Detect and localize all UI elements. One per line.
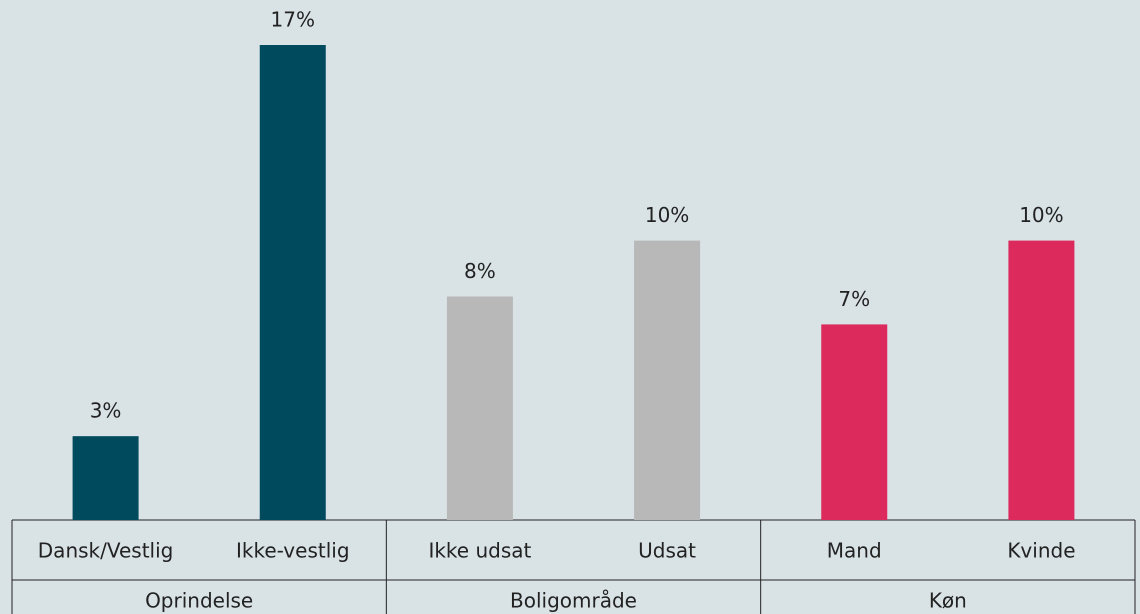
value-label: 17% xyxy=(271,8,315,32)
x-tick-label: Dansk/Vestlig xyxy=(38,539,174,563)
bar xyxy=(259,45,326,520)
bar xyxy=(821,324,888,520)
x-tick-label: Udsat xyxy=(638,539,696,563)
value-label: 10% xyxy=(1019,203,1063,227)
value-label: 8% xyxy=(464,259,496,283)
bar xyxy=(446,296,513,520)
bar xyxy=(634,240,701,520)
value-label: 10% xyxy=(645,203,689,227)
x-tick-label: Mand xyxy=(827,539,882,563)
group-label: Boligområde xyxy=(510,589,637,613)
group-label: Oprindelse xyxy=(145,589,253,613)
group-label: Køn xyxy=(929,589,967,613)
bar xyxy=(72,436,139,520)
x-tick-label: Ikke udsat xyxy=(428,539,531,563)
x-tick-label: Ikke-vestlig xyxy=(236,539,350,563)
value-label: 7% xyxy=(838,287,870,311)
x-tick-label: Kvinde xyxy=(1007,539,1075,563)
value-label: 3% xyxy=(90,399,122,423)
bar xyxy=(1008,240,1075,520)
